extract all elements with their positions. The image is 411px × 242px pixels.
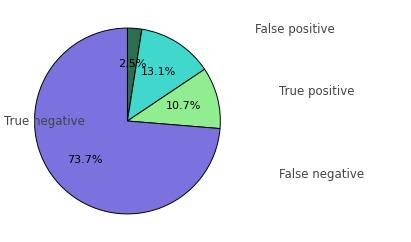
Text: 10.7%: 10.7% <box>166 101 201 112</box>
Text: True positive: True positive <box>279 85 355 98</box>
Text: 2.5%: 2.5% <box>118 59 146 68</box>
Text: False positive: False positive <box>255 23 335 36</box>
Wedge shape <box>127 29 205 121</box>
Text: 13.1%: 13.1% <box>141 68 176 77</box>
Wedge shape <box>127 28 142 121</box>
Text: 73.7%: 73.7% <box>67 155 103 165</box>
Text: False negative: False negative <box>279 168 365 181</box>
Text: True negative: True negative <box>4 114 85 128</box>
Wedge shape <box>35 28 220 214</box>
Wedge shape <box>127 69 220 129</box>
